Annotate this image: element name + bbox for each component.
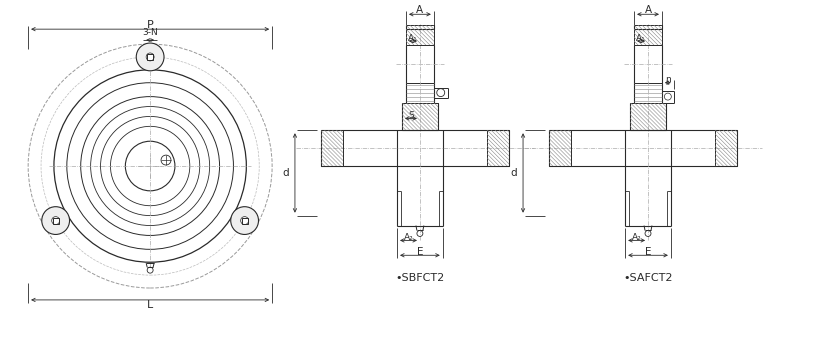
Circle shape — [136, 43, 164, 71]
Text: S: S — [408, 111, 414, 120]
FancyBboxPatch shape — [53, 218, 59, 223]
Text: E: E — [417, 247, 424, 257]
Text: A₂: A₂ — [404, 233, 414, 242]
Circle shape — [42, 207, 69, 235]
FancyBboxPatch shape — [147, 54, 153, 60]
FancyBboxPatch shape — [242, 218, 247, 223]
Text: A₁: A₁ — [636, 33, 646, 43]
Bar — [402, 102, 437, 130]
Bar — [630, 102, 666, 130]
Bar — [487, 130, 509, 166]
Text: d: d — [282, 168, 289, 178]
Text: 3-N: 3-N — [142, 28, 158, 37]
Bar — [549, 130, 570, 166]
Text: E: E — [645, 247, 651, 257]
Text: P: P — [147, 20, 153, 30]
Text: d: d — [511, 168, 517, 178]
Text: •SAFCT2: •SAFCT2 — [623, 273, 672, 283]
Text: n: n — [665, 75, 671, 84]
Bar — [716, 130, 738, 166]
Text: A: A — [416, 5, 424, 15]
Text: A₂: A₂ — [632, 233, 641, 242]
Circle shape — [231, 207, 259, 235]
Text: L: L — [147, 300, 153, 310]
Bar — [406, 25, 434, 45]
Text: A₁: A₁ — [408, 33, 418, 43]
Bar — [321, 130, 343, 166]
Bar — [634, 25, 662, 45]
Text: A: A — [645, 5, 651, 15]
Text: •SBFCT2: •SBFCT2 — [395, 273, 445, 283]
